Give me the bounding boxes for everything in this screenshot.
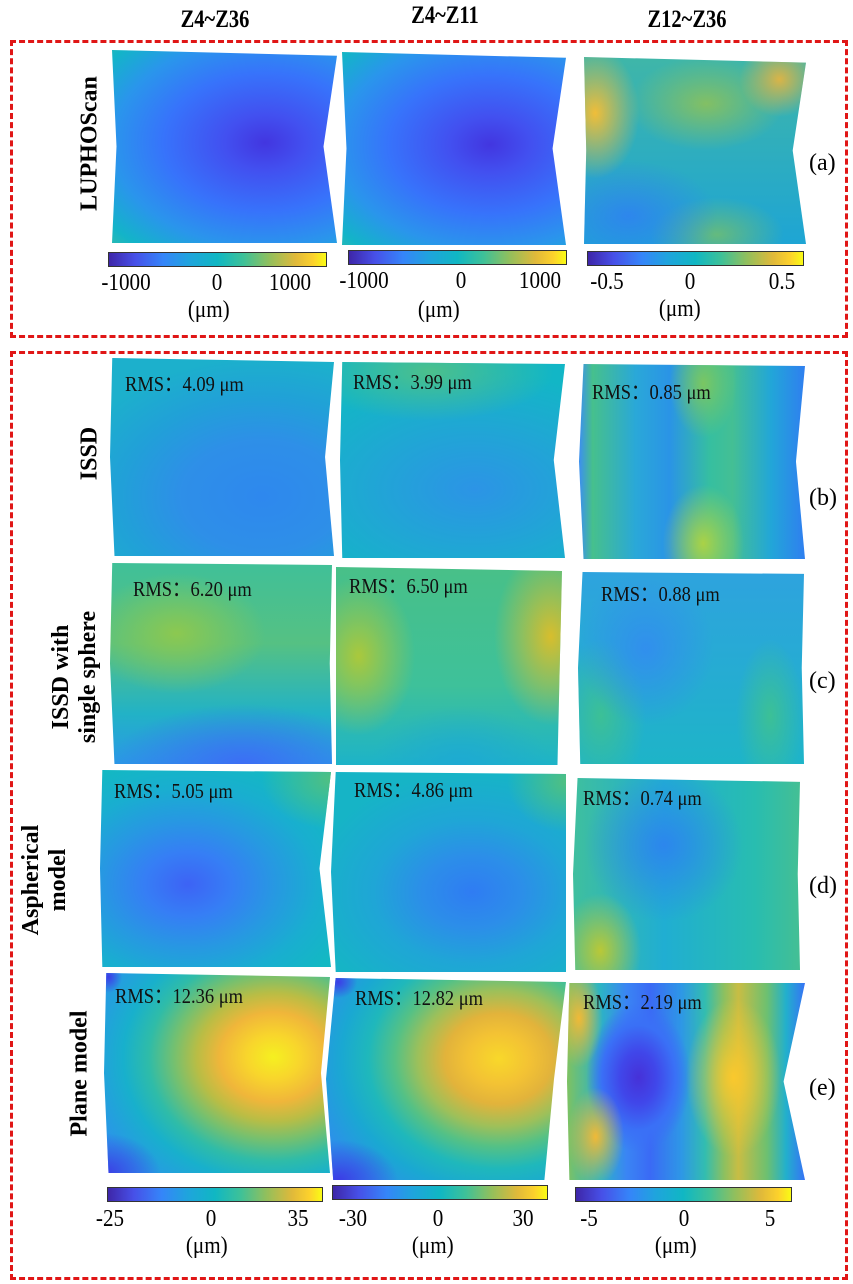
- colorbar-a1-tick-zero: 0: [211, 270, 223, 296]
- rms-value-b3: RMS：0.85 μm: [592, 380, 711, 404]
- colorbar-e1-tick-max: 35: [287, 1206, 309, 1232]
- colorbar-a2: [348, 250, 567, 265]
- colorbar-a1-tick-min: -1000: [101, 270, 151, 296]
- surface-map-c3: [578, 572, 804, 764]
- colorbar-a3-unit: (μm): [658, 296, 701, 322]
- group-box-measured: [10, 40, 848, 338]
- colorbar-a1-tick-max: 1000: [268, 270, 312, 296]
- colorbar-e1-tick-min: -25: [95, 1206, 125, 1232]
- colorbar-e1-tick-zero: 0: [205, 1206, 217, 1232]
- colorbar-e2-tick-zero: 0: [432, 1206, 444, 1232]
- row-label-line2: model: [45, 848, 71, 912]
- surface-map-d1: [100, 770, 331, 967]
- colorbar-a1: [108, 252, 327, 267]
- colorbar-e1-unit: (μm): [185, 1233, 228, 1259]
- rms-value-d1: RMS：5.05 μm: [114, 779, 233, 803]
- row-label-luphoscan: LUPHOScan: [76, 76, 103, 211]
- column-header-z12-z36: Z12~Z36: [647, 6, 727, 33]
- colorbar-a2-unit: (μm): [417, 297, 460, 323]
- row-label-plane-model: Plane model: [66, 1010, 93, 1137]
- colorbar-a2-tick-min: -1000: [339, 268, 389, 294]
- subfigure-tag-b: (b): [809, 485, 837, 511]
- row-label-issd-single-sphere: ISSD with single sphere: [48, 557, 102, 797]
- subfigure-tag-e: (e): [809, 1075, 836, 1101]
- colorbar-e3: [575, 1187, 792, 1202]
- colorbar-a2-tick-max: 1000: [518, 268, 562, 294]
- surface-map-d3: [573, 778, 800, 970]
- surface-map-a3: [584, 57, 806, 244]
- row-label-line2: single sphere: [75, 610, 101, 744]
- colorbar-e2-unit: (μm): [411, 1233, 454, 1259]
- colorbar-e2-tick-max: 30: [512, 1206, 534, 1232]
- surface-map-d2: [331, 772, 566, 972]
- rms-value-c2: RMS：6.50 μm: [349, 574, 468, 598]
- rms-value-e2: RMS：12.82 μm: [355, 986, 483, 1010]
- column-header-z4-z11: Z4~Z11: [411, 2, 479, 29]
- row-label-line1: Aspherical: [18, 824, 44, 936]
- row-label-issd: ISSD: [76, 426, 103, 481]
- colorbar-e3-unit: (μm): [654, 1233, 697, 1259]
- colorbar-e3-tick-max: 5: [764, 1206, 776, 1232]
- colorbar-a3-tick-zero: 0: [684, 269, 696, 295]
- subfigure-tag-d: (d): [809, 873, 837, 899]
- rms-value-b2: RMS：3.99 μm: [353, 370, 472, 394]
- group-box-models: [10, 351, 848, 1280]
- rms-value-c3: RMS：0.88 μm: [601, 582, 720, 606]
- colorbar-e2: [332, 1185, 548, 1200]
- surface-map-a2: [342, 52, 566, 245]
- surface-map-e3: [567, 983, 805, 1180]
- surface-map-e1: [104, 973, 330, 1173]
- colorbar-e3-tick-zero: 0: [678, 1206, 690, 1232]
- row-label-aspherical-model: Aspherical model: [18, 790, 72, 970]
- rms-value-d3: RMS：0.74 μm: [583, 786, 702, 810]
- surface-map-b2: [340, 362, 565, 558]
- colorbar-e2-tick-min: -30: [338, 1206, 368, 1232]
- surface-map-b1: [110, 358, 334, 556]
- rms-value-e3: RMS：2.19 μm: [583, 990, 702, 1014]
- rms-value-d2: RMS：4.86 μm: [354, 778, 473, 802]
- subfigure-tag-c: (c): [809, 668, 836, 694]
- surface-map-c1: [110, 563, 332, 764]
- surface-map-c2: [336, 567, 562, 765]
- rms-value-e1: RMS：12.36 μm: [115, 984, 243, 1008]
- colorbar-a3-tick-min: -0.5: [590, 269, 624, 295]
- colorbar-a2-tick-zero: 0: [455, 268, 467, 294]
- rms-value-b1: RMS：4.09 μm: [125, 372, 244, 396]
- colorbar-a1-unit: (μm): [187, 297, 230, 323]
- colorbar-e3-tick-min: -5: [580, 1206, 598, 1232]
- colorbar-a3: [587, 251, 804, 266]
- surface-map-a1: [112, 50, 337, 243]
- colorbar-e1: [107, 1187, 323, 1202]
- row-label-line1: ISSD with: [48, 624, 74, 730]
- rms-value-c1: RMS：6.20 μm: [133, 577, 252, 601]
- surface-map-e2: [326, 978, 566, 1180]
- colorbar-a3-tick-max: 0.5: [768, 269, 796, 295]
- column-header-z4-z36: Z4~Z36: [180, 6, 250, 33]
- subfigure-tag-a: (a): [809, 150, 836, 176]
- surface-map-b3: [579, 364, 805, 559]
